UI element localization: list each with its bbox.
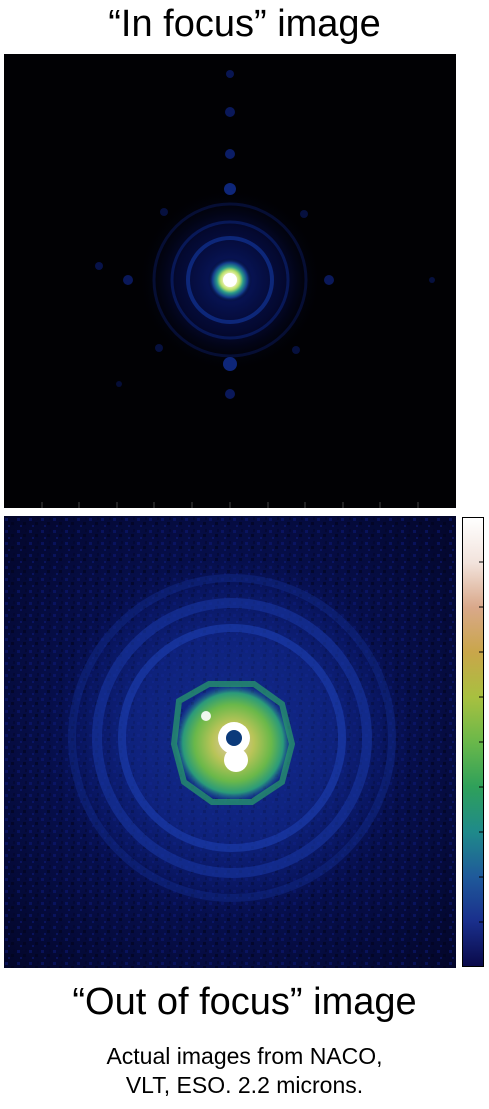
colorbar-gradient	[463, 518, 483, 966]
out-of-focus-title: “Out of focus” image	[72, 981, 417, 1023]
in-focus-psf-render	[4, 54, 456, 508]
caption-line-1: Actual images from NACO,	[106, 1043, 383, 1069]
psf-core	[208, 258, 252, 302]
colorbar-ticks	[479, 561, 483, 923]
diffraction-spikes	[95, 70, 435, 399]
out-of-focus-psf-render	[4, 516, 456, 968]
defocused-blob	[170, 681, 296, 805]
colorbar	[462, 517, 484, 967]
in-focus-title: “In focus” image	[108, 3, 381, 45]
in-focus-image	[4, 54, 456, 508]
out-of-focus-image	[4, 516, 456, 968]
top-panel-ticks	[41, 502, 419, 508]
caption-line-2: VLT, ESO. 2.2 microns.	[125, 1072, 364, 1098]
